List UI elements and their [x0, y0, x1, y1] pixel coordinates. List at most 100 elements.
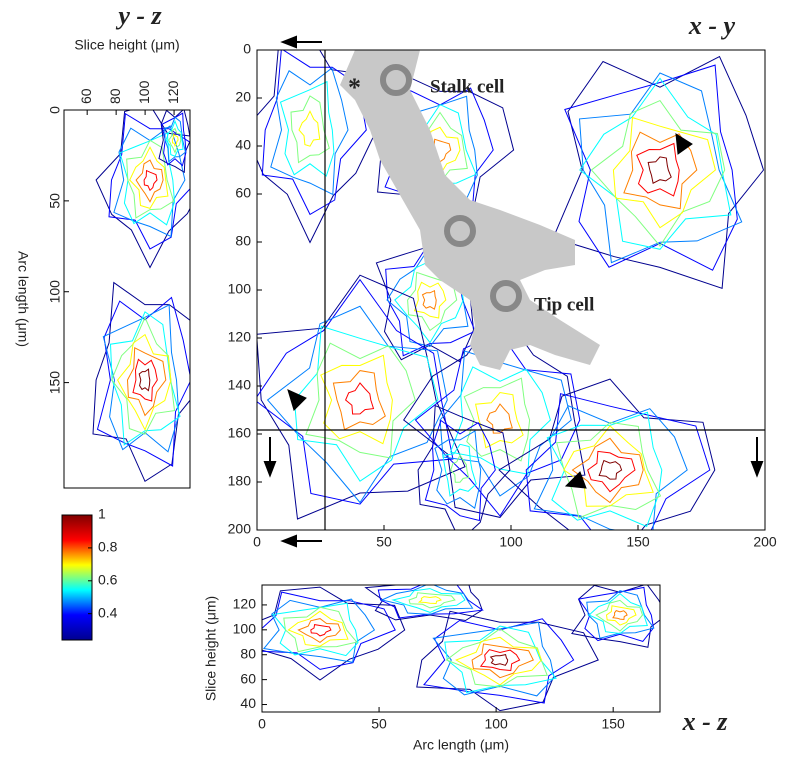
y-tick-label: 60	[240, 670, 256, 686]
y-tick-label: 100	[228, 281, 252, 297]
contour-line	[439, 350, 572, 497]
contour-line	[165, 119, 184, 157]
contour-line	[164, 116, 187, 163]
contour-line	[413, 281, 447, 319]
panel-title: y - z	[115, 1, 162, 30]
y-tick-label: 140	[228, 377, 252, 393]
contour-line	[564, 64, 738, 271]
contour-line	[489, 654, 509, 666]
contour-line	[96, 296, 190, 467]
contour-line	[287, 610, 349, 647]
colorbar	[61, 514, 93, 641]
contour-line	[138, 368, 151, 392]
contour-line	[552, 55, 765, 289]
panel-title: x - y	[688, 11, 736, 40]
contour-line	[109, 311, 181, 446]
contour-line	[498, 378, 716, 530]
contour-line	[449, 366, 551, 475]
x-tick-label: 150	[601, 716, 625, 732]
x-tick-label: 200	[753, 534, 777, 550]
y-tick-label: 40	[235, 137, 251, 153]
contour-line	[102, 304, 180, 453]
annotation: Stalk cell	[430, 76, 504, 97]
contour-line	[586, 590, 655, 639]
y-tick-label: 40	[240, 695, 256, 711]
contour-line	[455, 636, 542, 686]
contour-line	[612, 116, 716, 229]
x-tick-label: 100	[136, 80, 152, 104]
y-tick-label: 120	[233, 596, 257, 612]
contour-line	[417, 596, 442, 605]
y-tick-label: 80	[240, 645, 256, 661]
contour-line	[563, 425, 654, 507]
contour-line	[310, 624, 332, 637]
contour-line	[344, 382, 375, 415]
y-tick-label: 0	[47, 106, 63, 114]
y-tick-label: 150	[47, 371, 63, 395]
x-tick-label: 0	[253, 534, 261, 550]
plot-frame	[63, 109, 191, 489]
plot-frame	[261, 584, 661, 713]
contour-line	[111, 316, 176, 435]
contour-line	[158, 110, 190, 174]
contour-line	[297, 618, 341, 644]
x-tick-label: 80	[107, 88, 123, 104]
contour-line	[129, 146, 169, 209]
y-tick-label: 100	[47, 280, 63, 304]
contour-line	[257, 50, 378, 244]
panel-title: x - z	[682, 707, 729, 736]
x-axis-label: Slice height (μm)	[74, 37, 179, 53]
y-tick-label: 200	[228, 521, 252, 537]
contour-line	[445, 628, 548, 688]
contour-line	[380, 585, 474, 615]
x-tick-label: 0	[258, 716, 266, 732]
contour-line	[108, 112, 190, 250]
contour-line	[432, 621, 555, 697]
x-tick-label: 150	[626, 534, 650, 550]
y-tick-label: 120	[228, 329, 252, 345]
contour-line	[525, 393, 711, 530]
contour-line	[320, 354, 393, 445]
cell-shape	[257, 50, 765, 530]
x-tick-label: 100	[499, 534, 523, 550]
contour-line	[486, 403, 513, 434]
contour-line	[126, 139, 175, 219]
y-axis-label: Arc length (μm)	[15, 251, 31, 347]
y-tick-label: 80	[235, 233, 251, 249]
contour-line	[403, 306, 586, 518]
contour-line	[612, 610, 628, 621]
contour-line	[571, 585, 660, 648]
contour-line	[283, 606, 358, 653]
x-tick-label: 50	[371, 716, 387, 732]
contours-xy	[257, 50, 765, 530]
contours-yz	[92, 110, 190, 483]
contour-line	[474, 391, 524, 449]
contour-line	[298, 110, 321, 147]
contour-line	[588, 592, 648, 635]
contour-line	[332, 370, 386, 431]
arrows	[263, 35, 764, 548]
contour-line	[444, 625, 557, 694]
contour-line	[471, 643, 534, 679]
contour-line	[143, 169, 158, 192]
contour-line	[450, 454, 470, 483]
contour-line	[270, 67, 349, 196]
contour-line	[423, 618, 575, 704]
contour-line	[595, 599, 644, 632]
contour-line	[579, 77, 732, 250]
contour-line	[391, 588, 466, 613]
contour-line	[407, 271, 458, 332]
contour-line	[257, 278, 454, 505]
contour-line	[261, 50, 367, 216]
contour-line	[257, 274, 466, 520]
contour-line	[587, 450, 636, 493]
contour-line	[113, 125, 186, 238]
contour-line	[623, 131, 698, 210]
annotation: Tip cell	[534, 294, 594, 315]
contour-line	[290, 95, 330, 164]
y-tick-label: 160	[228, 425, 252, 441]
contour-line	[132, 358, 158, 402]
contour-line	[126, 347, 167, 417]
contour-line	[590, 99, 726, 247]
